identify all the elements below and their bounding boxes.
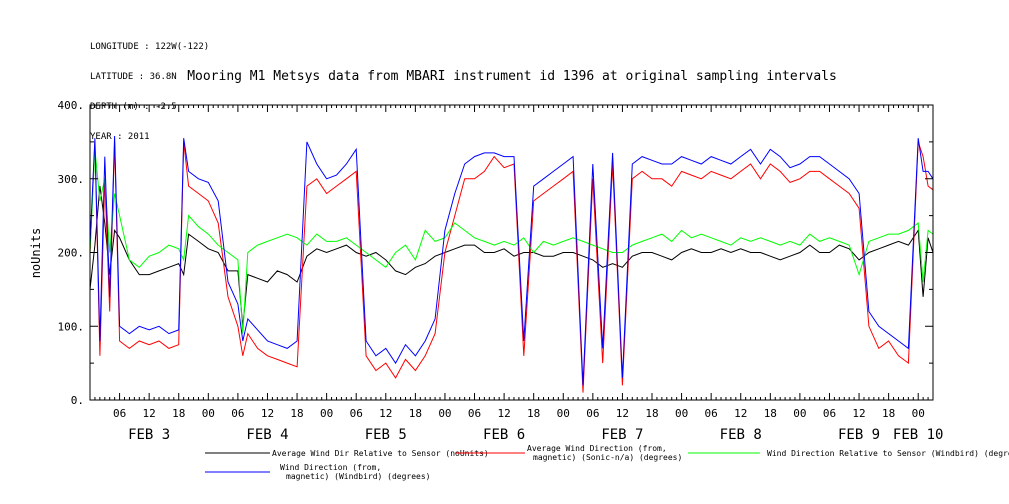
x-tick-label: 18 bbox=[882, 407, 895, 420]
x-tick-label: 12 bbox=[143, 407, 156, 420]
x-day-label: FEB 7 bbox=[601, 427, 643, 443]
x-tick-label: 06 bbox=[231, 407, 244, 420]
x-day-label: FEB 6 bbox=[483, 427, 525, 443]
y-tick-label: 0. bbox=[71, 394, 84, 407]
series-line-3 bbox=[89, 149, 934, 334]
x-tick-label: 18 bbox=[409, 407, 422, 420]
x-day-label: FEB 9 bbox=[838, 427, 880, 443]
legend-label-2: Average Wind Direction (from, bbox=[527, 444, 667, 453]
y-tick-label: 300. bbox=[58, 173, 85, 186]
y-tick-label: 200. bbox=[58, 247, 85, 260]
x-tick-label: 06 bbox=[705, 407, 718, 420]
meta-block: LONGITUDE : 122W(-122) LATITUDE : 36.8N … bbox=[90, 22, 209, 152]
series-line-4 bbox=[89, 135, 934, 386]
y-tick-label: 100. bbox=[58, 320, 85, 333]
x-tick-label: 00 bbox=[675, 407, 688, 420]
legend-label-3: Wind Direction Relative to Sensor (Windb… bbox=[767, 449, 1009, 458]
x-tick-label: 12 bbox=[379, 407, 392, 420]
x-tick-label: 00 bbox=[438, 407, 451, 420]
x-tick-label: 06 bbox=[586, 407, 599, 420]
x-tick-label: 06 bbox=[113, 407, 126, 420]
axes: 0. 100. 200. 300. 400. 06 12 18 00 06 12 18 00 06 12 18… bbox=[58, 99, 944, 443]
x-tick-label: 12 bbox=[497, 407, 510, 420]
x-tick-label: 18 bbox=[172, 407, 185, 420]
x-tick-label: 18 bbox=[645, 407, 658, 420]
x-tick-label: 00 bbox=[202, 407, 215, 420]
legend-label-2: magnetic) (Sonic-n/a) (degrees) bbox=[533, 453, 682, 462]
x-tick-label: 00 bbox=[912, 407, 925, 420]
x-tick-label: 00 bbox=[793, 407, 806, 420]
meta-depth: DEPTH (m) : -2.5 bbox=[90, 102, 177, 112]
legend: Average Wind Dir Relative to Sensor (noU… bbox=[205, 444, 1009, 481]
x-tick-label: 12 bbox=[261, 407, 274, 420]
y-tick-label: 400. bbox=[58, 99, 85, 112]
x-tick-label: 00 bbox=[557, 407, 570, 420]
x-day-label: FEB 5 bbox=[365, 427, 407, 443]
x-tick-label: 06 bbox=[823, 407, 836, 420]
x-day-label: FEB 4 bbox=[246, 427, 288, 443]
meta-latitude: LATITUDE : 36.8N bbox=[90, 72, 177, 82]
x-tick-label: 00 bbox=[320, 407, 333, 420]
x-tick-label: 18 bbox=[764, 407, 777, 420]
plot-series bbox=[89, 135, 934, 393]
x-day-label: FEB 10 bbox=[893, 427, 944, 443]
x-tick-label: 12 bbox=[734, 407, 747, 420]
meta-year: YEAR : 2011 bbox=[90, 132, 150, 142]
x-tick-label: 18 bbox=[527, 407, 540, 420]
x-tick-label: 12 bbox=[852, 407, 865, 420]
legend-label-4: Wind Direction (from, bbox=[280, 463, 381, 472]
meta-longitude: LONGITUDE : 122W(-122) bbox=[90, 42, 210, 52]
x-tick-label: 12 bbox=[616, 407, 629, 420]
plot-frame bbox=[89, 104, 934, 401]
x-day-label: FEB 3 bbox=[128, 427, 170, 443]
legend-label-4: magnetic) (Windbird) (degrees) bbox=[286, 472, 431, 481]
x-tick-label: 06 bbox=[350, 407, 363, 420]
x-day-label: FEB 8 bbox=[720, 427, 762, 443]
x-tick-label: 06 bbox=[468, 407, 481, 420]
legend-label-1: Average Wind Dir Relative to Sensor (noU… bbox=[272, 449, 489, 458]
chart-title: Mooring M1 Metsys data from MBARI instru… bbox=[187, 69, 837, 84]
x-tick-label: 18 bbox=[290, 407, 303, 420]
y-axis-label: noUnits bbox=[29, 228, 43, 279]
series-line-2 bbox=[89, 141, 934, 393]
series-line-1 bbox=[89, 186, 934, 327]
